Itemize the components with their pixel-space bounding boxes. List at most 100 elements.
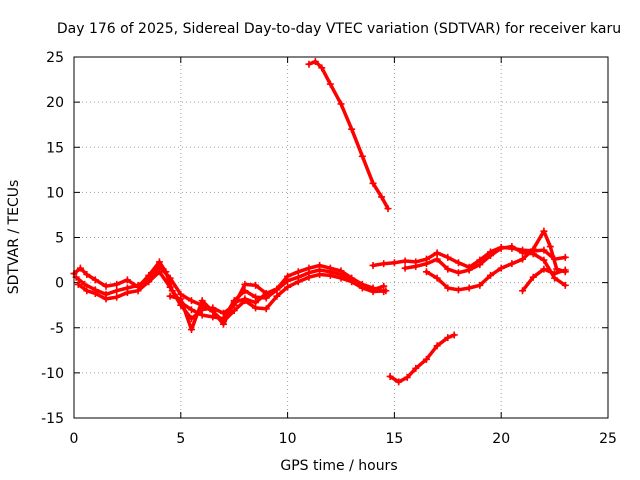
data-point xyxy=(252,281,260,289)
data-point xyxy=(465,266,473,274)
data-point xyxy=(508,243,516,251)
data-point xyxy=(230,298,238,306)
data-point xyxy=(508,260,516,268)
data-point xyxy=(433,249,441,257)
data-point xyxy=(540,246,548,254)
data-point xyxy=(337,100,345,108)
data-point xyxy=(134,287,142,295)
plot-area xyxy=(70,58,569,386)
data-point xyxy=(348,125,356,133)
data-point xyxy=(305,60,313,68)
data-point xyxy=(311,58,319,66)
data-point xyxy=(369,284,377,292)
data-point xyxy=(326,264,334,272)
data-point xyxy=(386,372,394,380)
data-point xyxy=(540,265,548,273)
data-point xyxy=(145,278,153,286)
data-point xyxy=(241,280,249,288)
data-point xyxy=(326,271,334,279)
data-point xyxy=(395,378,403,386)
data-point xyxy=(422,355,430,363)
data-point xyxy=(497,244,505,252)
data-point xyxy=(412,262,420,270)
data-point xyxy=(220,309,228,317)
data-point xyxy=(412,364,420,372)
x-tick-label: 5 xyxy=(176,431,185,447)
data-point xyxy=(284,283,292,291)
data-point xyxy=(476,281,484,289)
data-point xyxy=(262,305,270,313)
data-point xyxy=(102,282,110,290)
data-point xyxy=(433,274,441,282)
y-tick-label: 0 xyxy=(55,276,64,292)
data-point xyxy=(551,270,559,278)
axes: 0 5 10 15 20 25 -15 -10 -5 0 5 10 15 20 25 xyxy=(41,50,617,447)
data-point xyxy=(546,243,554,251)
data-point xyxy=(187,326,195,334)
data-point xyxy=(444,265,452,273)
data-point xyxy=(433,255,441,263)
data-point xyxy=(337,274,345,282)
data-point xyxy=(519,249,527,257)
data-point xyxy=(305,273,313,281)
y-axis-label: SDTVAR / TECUs xyxy=(6,180,22,295)
data-point xyxy=(358,152,366,160)
x-tick-label: 0 xyxy=(70,431,79,447)
y-tick-label: 20 xyxy=(46,95,64,111)
data-point xyxy=(316,261,324,269)
data-point xyxy=(476,261,484,269)
series-arc-9 xyxy=(422,227,569,294)
data-point xyxy=(155,268,163,276)
data-point xyxy=(433,342,441,350)
data-point xyxy=(519,287,527,295)
data-point xyxy=(284,272,292,280)
data-point xyxy=(444,334,452,342)
data-point xyxy=(444,284,452,292)
data-point xyxy=(326,80,334,88)
data-point xyxy=(390,259,398,267)
y-tick-label: 10 xyxy=(46,185,64,201)
data-point xyxy=(529,245,537,253)
data-point xyxy=(487,271,495,279)
data-point xyxy=(187,306,195,314)
data-point xyxy=(177,295,185,303)
data-point xyxy=(318,64,326,72)
data-point xyxy=(540,227,548,235)
data-point xyxy=(450,331,458,339)
series-arc-10 xyxy=(519,265,569,295)
chart-title: Day 176 of 2025, Sidereal Day-to-day VTE… xyxy=(57,21,621,37)
data-point xyxy=(348,274,356,282)
data-point xyxy=(487,252,495,260)
data-point xyxy=(561,266,569,274)
data-point xyxy=(465,284,473,292)
data-point xyxy=(380,288,388,296)
x-tick-label: 20 xyxy=(492,431,510,447)
data-point xyxy=(83,287,91,295)
data-point xyxy=(401,264,409,272)
y-tick-label: 5 xyxy=(55,231,64,247)
data-point xyxy=(454,269,462,277)
data-point xyxy=(102,295,110,303)
data-point xyxy=(273,285,281,293)
data-point xyxy=(123,276,131,284)
data-point xyxy=(369,179,377,187)
data-point xyxy=(166,292,174,300)
data-point xyxy=(422,260,430,268)
data-point xyxy=(378,193,386,201)
data-point xyxy=(123,289,131,297)
x-tick-label: 25 xyxy=(599,431,617,447)
data-point xyxy=(369,261,377,269)
data-point xyxy=(305,264,313,272)
series-line xyxy=(403,244,568,288)
x-axis-label: GPS time / hours xyxy=(280,458,397,474)
series-arc-5 xyxy=(305,58,392,213)
y-tick-label: -5 xyxy=(50,321,64,337)
data-point xyxy=(209,308,217,316)
data-point xyxy=(540,256,548,264)
data-point xyxy=(83,271,91,279)
data-point xyxy=(166,274,174,282)
data-point xyxy=(529,273,537,281)
data-point xyxy=(91,289,99,297)
